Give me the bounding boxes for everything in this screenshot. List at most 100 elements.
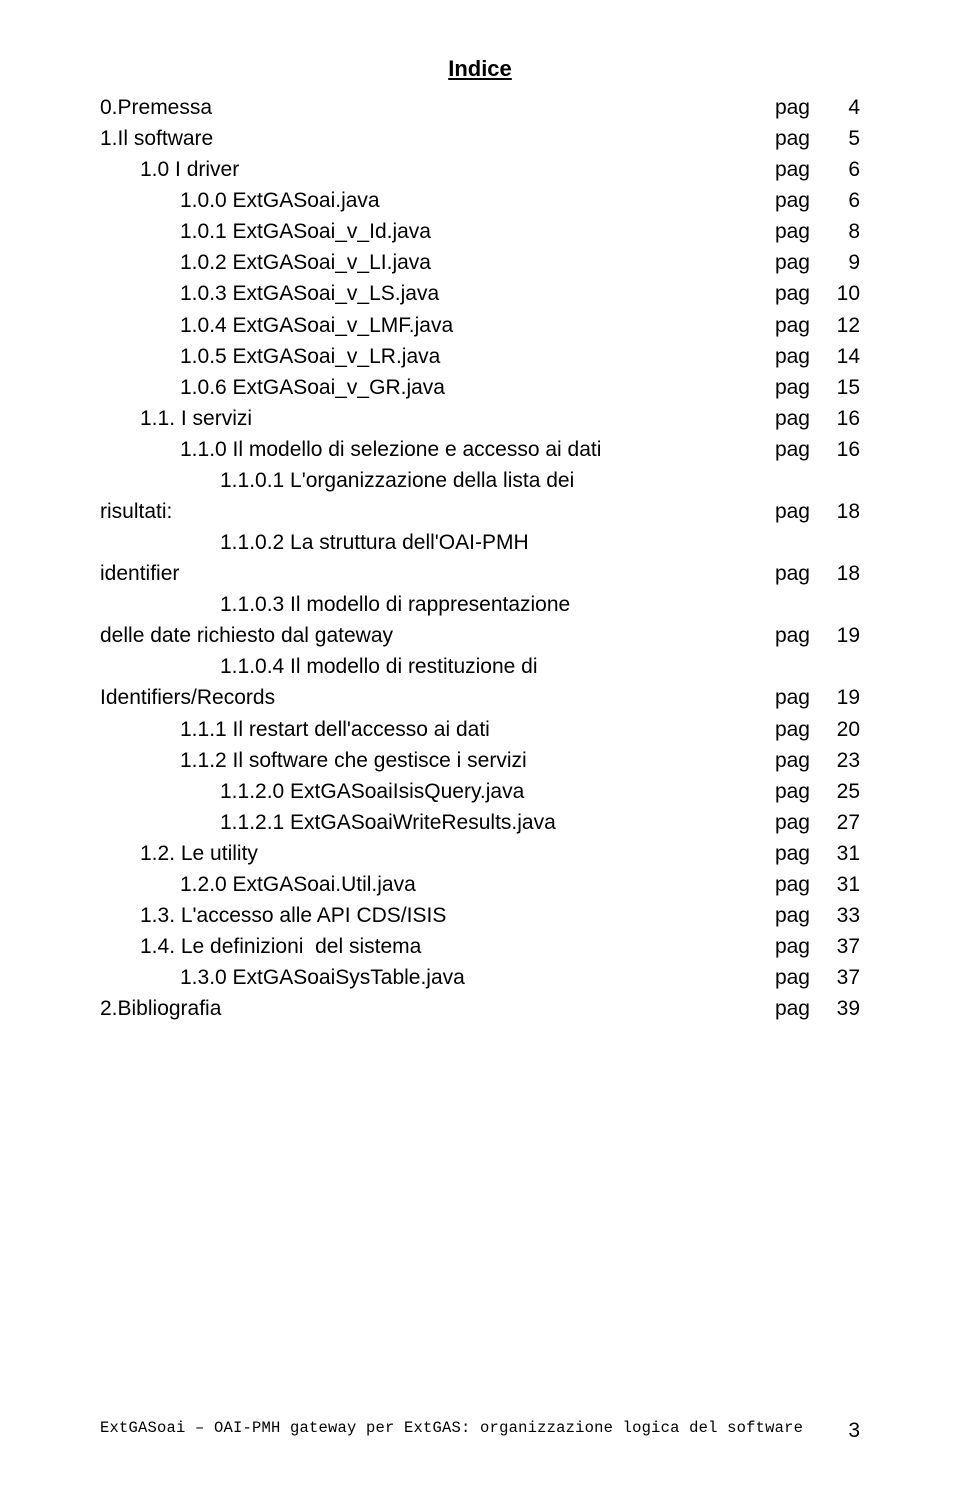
toc-page-number: 8 — [818, 216, 860, 247]
toc-pag-label: pag — [761, 123, 818, 154]
toc-entry-label: 1.0.0 ExtGASoai.java — [100, 185, 761, 216]
toc-entry-label: 1.0.2 ExtGASoai_v_LI.java — [100, 247, 761, 278]
toc-entry: 1.1.0.3 Il modello di rappresentazione — [100, 589, 860, 620]
toc-page-number: 19 — [818, 682, 860, 713]
toc-pag-label: pag — [761, 558, 818, 589]
toc-pag-label: pag — [761, 216, 818, 247]
toc-entry-label: 1.1.0.3 Il modello di rappresentazione — [100, 589, 860, 620]
toc-entry-label: 1.0 I driver — [100, 154, 761, 185]
toc-page-number: 37 — [818, 962, 860, 993]
toc-entry-label: 1.1.0.1 L'organizzazione della lista dei — [100, 465, 860, 496]
toc-page-number: 31 — [818, 838, 860, 869]
toc-page-number: 39 — [818, 993, 860, 1024]
toc-pag-label: pag — [761, 434, 818, 465]
toc-page-number: 12 — [818, 310, 860, 341]
toc-entry-label: 2.Bibliografia — [100, 993, 761, 1024]
toc-pag-label: pag — [761, 92, 818, 123]
toc-entry-label: 1.0.6 ExtGASoai_v_GR.java — [100, 372, 761, 403]
toc-entry: 1.1. I servizipag16 — [100, 403, 860, 434]
toc-entry: 1.0.0 ExtGASoai.javapag6 — [100, 185, 860, 216]
table-of-contents: 0.Premessapag41.Il softwarepag51.0 I dri… — [100, 92, 860, 1024]
footer-page-number: 3 — [828, 1419, 860, 1443]
toc-page-number: 15 — [818, 372, 860, 403]
toc-page-number: 16 — [818, 403, 860, 434]
toc-entry-continuation-label: identifier — [100, 558, 761, 589]
toc-entry: 1.1.0.1 L'organizzazione della lista dei — [100, 465, 860, 496]
toc-entry-label: 1.Il software — [100, 123, 761, 154]
toc-pag-label: pag — [761, 931, 818, 962]
toc-page-number: 6 — [818, 154, 860, 185]
toc-entry: 1.3. L'accesso alle API CDS/ISISpag33 — [100, 900, 860, 931]
toc-entry: 1.1.0.2 La struttura dell'OAI-PMH — [100, 527, 860, 558]
toc-pag-label: pag — [761, 372, 818, 403]
toc-entry: 1.4. Le definizioni del sistemapag37 — [100, 931, 860, 962]
toc-pag-label: pag — [761, 185, 818, 216]
toc-entry: 1.1.2.0 ExtGASoaiIsisQuery.javapag25 — [100, 776, 860, 807]
page-footer: ExtGASoai – OAI-PMH gateway per ExtGAS: … — [0, 1419, 960, 1443]
toc-pag-label: pag — [761, 962, 818, 993]
toc-pag-label: pag — [761, 776, 818, 807]
toc-pag-label: pag — [761, 154, 818, 185]
toc-pag-label: pag — [761, 682, 818, 713]
toc-entry-label: 1.1.0 Il modello di selezione e accesso … — [100, 434, 761, 465]
toc-page-number: 6 — [818, 185, 860, 216]
toc-entry: 1.1.0 Il modello di selezione e accesso … — [100, 434, 860, 465]
toc-pag-label: pag — [761, 745, 818, 776]
toc-page-number: 25 — [818, 776, 860, 807]
toc-page-number: 14 — [818, 341, 860, 372]
toc-entry-label: 1.1. I servizi — [100, 403, 761, 434]
toc-page-number: 23 — [818, 745, 860, 776]
toc-entry-label: 1.0.5 ExtGASoai_v_LR.java — [100, 341, 761, 372]
toc-entry-continuation: risultati:pag18 — [100, 496, 860, 527]
toc-pag-label: pag — [761, 278, 818, 309]
toc-entry: 0.Premessapag4 — [100, 92, 860, 123]
toc-entry-label: 1.3. L'accesso alle API CDS/ISIS — [100, 900, 761, 931]
toc-entry: 1.0.6 ExtGASoai_v_GR.javapag15 — [100, 372, 860, 403]
toc-entry-continuation-label: risultati: — [100, 496, 761, 527]
toc-entry: 1.2.0 ExtGASoai.Util.javapag31 — [100, 869, 860, 900]
toc-page-number: 5 — [818, 123, 860, 154]
toc-pag-label: pag — [761, 807, 818, 838]
toc-entry: 1.0.4 ExtGASoai_v_LMF.javapag12 — [100, 310, 860, 341]
toc-pag-label: pag — [761, 993, 818, 1024]
toc-pag-label: pag — [761, 869, 818, 900]
toc-entry-continuation: Identifiers/Recordspag19 — [100, 682, 860, 713]
toc-entry: 1.0.2 ExtGASoai_v_LI.javapag9 — [100, 247, 860, 278]
toc-pag-label: pag — [761, 838, 818, 869]
toc-pag-label: pag — [761, 496, 818, 527]
toc-entry: 1.0.5 ExtGASoai_v_LR.javapag14 — [100, 341, 860, 372]
toc-entry-label: 0.Premessa — [100, 92, 761, 123]
toc-pag-label: pag — [761, 247, 818, 278]
toc-entry: 1.3.0 ExtGASoaiSysTable.javapag37 — [100, 962, 860, 993]
toc-page-number: 10 — [818, 278, 860, 309]
toc-entry: 1.1.2 Il software che gestisce i servizi… — [100, 745, 860, 776]
toc-page-number: 18 — [818, 496, 860, 527]
toc-pag-label: pag — [761, 341, 818, 372]
footer-text: ExtGASoai – OAI-PMH gateway per ExtGAS: … — [100, 1419, 828, 1443]
toc-page-number: 4 — [818, 92, 860, 123]
toc-entry: 1.Il softwarepag5 — [100, 123, 860, 154]
toc-pag-label: pag — [761, 403, 818, 434]
toc-entry-label: 1.1.2 Il software che gestisce i servizi — [100, 745, 761, 776]
toc-entry: 1.2. Le utilitypag31 — [100, 838, 860, 869]
toc-entry-label: 1.0.3 ExtGASoai_v_LS.java — [100, 278, 761, 309]
toc-entry-label: 1.0.1 ExtGASoai_v_Id.java — [100, 216, 761, 247]
toc-page-number: 19 — [818, 620, 860, 651]
toc-entry: 1.0.1 ExtGASoai_v_Id.javapag8 — [100, 216, 860, 247]
toc-entry: 1.0.3 ExtGASoai_v_LS.javapag10 — [100, 278, 860, 309]
toc-pag-label: pag — [761, 900, 818, 931]
toc-entry-label: 1.1.1 Il restart dell'accesso ai dati — [100, 714, 761, 745]
toc-page-number: 27 — [818, 807, 860, 838]
toc-entry-label: 1.1.0.2 La struttura dell'OAI-PMH — [100, 527, 860, 558]
toc-entry-label: 1.1.2.1 ExtGASoaiWriteResults.java — [100, 807, 761, 838]
toc-entry: 1.1.0.4 Il modello di restituzione di — [100, 651, 860, 682]
toc-entry-label: 1.1.2.0 ExtGASoaiIsisQuery.java — [100, 776, 761, 807]
toc-entry-label: 1.0.4 ExtGASoai_v_LMF.java — [100, 310, 761, 341]
toc-entry: 1.1.1 Il restart dell'accesso ai datipag… — [100, 714, 860, 745]
toc-entry-label: 1.3.0 ExtGASoaiSysTable.java — [100, 962, 761, 993]
toc-entry: 1.0 I driverpag6 — [100, 154, 860, 185]
toc-entry: 1.1.2.1 ExtGASoaiWriteResults.javapag27 — [100, 807, 860, 838]
toc-entry-continuation: delle date richiesto dal gatewaypag19 — [100, 620, 860, 651]
toc-pag-label: pag — [761, 620, 818, 651]
toc-entry-continuation-label: delle date richiesto dal gateway — [100, 620, 761, 651]
